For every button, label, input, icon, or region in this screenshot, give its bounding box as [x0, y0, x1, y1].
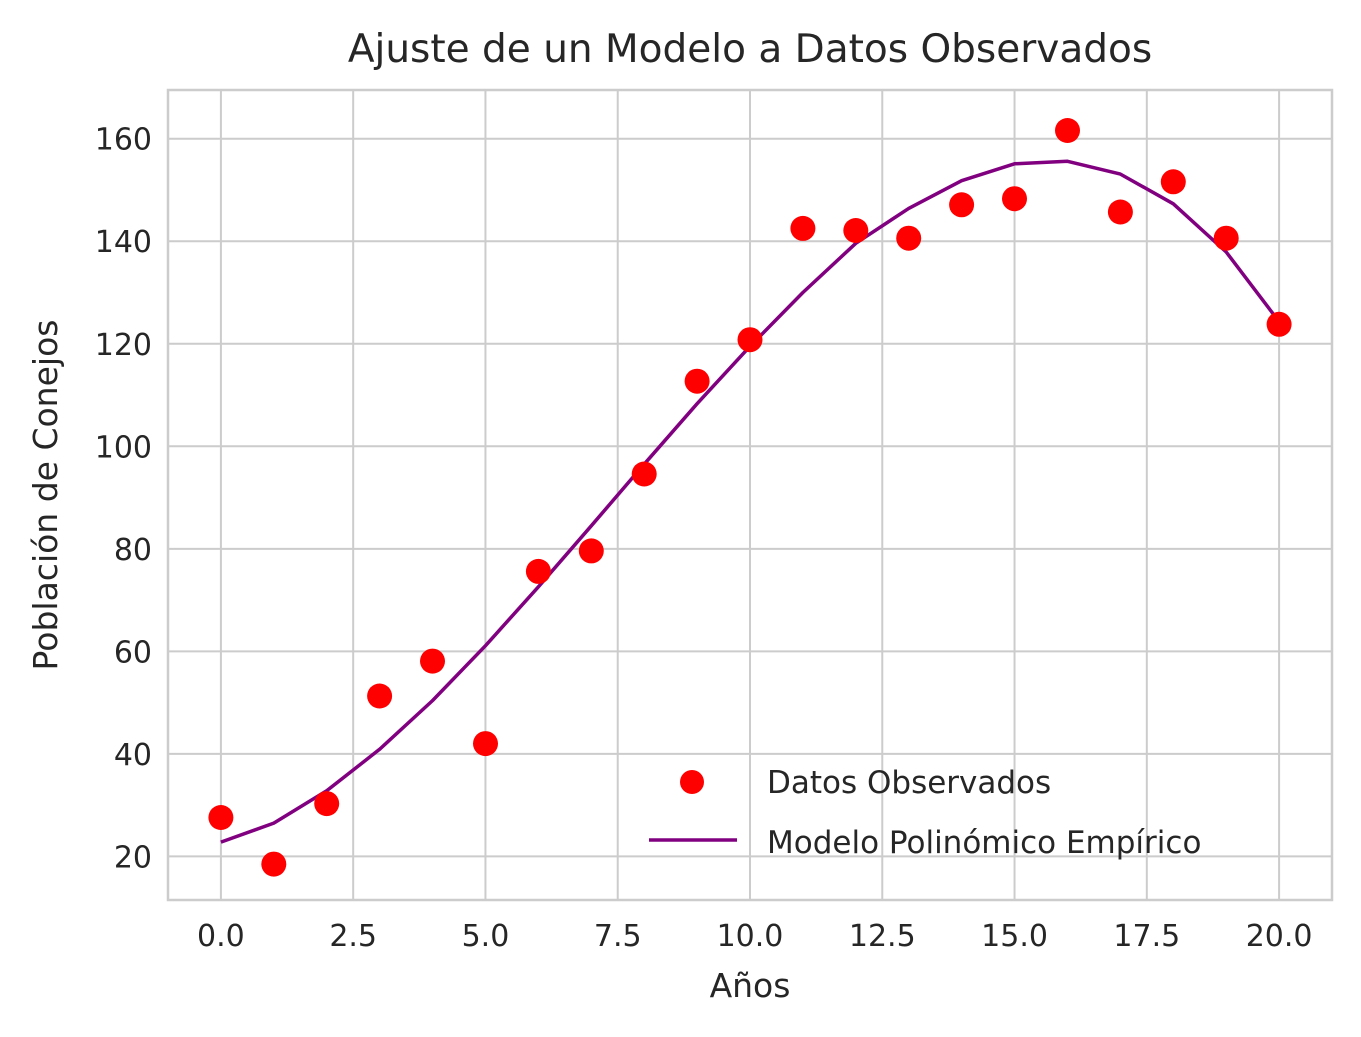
- plot-frame: [166, 88, 1334, 902]
- y-tick-label: 80: [114, 533, 152, 568]
- data-point: [1266, 311, 1292, 337]
- x-tick-label: 17.5: [1113, 919, 1180, 954]
- legend-label-observed: Datos Observados: [767, 765, 1051, 801]
- data-point: [473, 731, 498, 757]
- legend: Datos Observados Modelo Polinómico Empír…: [649, 765, 1201, 861]
- x-tick-label: 0.0: [197, 919, 245, 954]
- y-tick-label: 140: [95, 225, 152, 260]
- y-tick-label: 20: [114, 840, 152, 875]
- data-point: [1107, 199, 1133, 225]
- x-tick-label: 10.0: [717, 919, 784, 954]
- data-point: [737, 327, 763, 353]
- data-point: [367, 683, 393, 709]
- data-point: [843, 218, 869, 243]
- chart-title: Ajuste de un Modelo a Datos Observados: [348, 27, 1152, 72]
- x-tick-label: 20.0: [1246, 919, 1313, 954]
- x-tick-label: 12.5: [849, 919, 916, 954]
- y-tick-label: 120: [95, 328, 152, 363]
- data-point: [1160, 169, 1186, 195]
- data-point: [949, 192, 975, 218]
- data-point: [525, 558, 551, 584]
- data-point: [420, 648, 445, 674]
- observed-points: [208, 118, 1292, 877]
- data-point: [1213, 225, 1239, 251]
- data-point: [896, 225, 922, 251]
- data-point: [684, 368, 710, 394]
- y-axis-ticks: 20 40 60 80 100 120 140 160: [95, 123, 152, 876]
- y-axis-label: Población de Conejos: [26, 320, 65, 671]
- x-tick-label: 7.5: [594, 919, 642, 954]
- data-point: [261, 851, 287, 877]
- y-tick-label: 60: [114, 635, 152, 670]
- legend-label-model: Modelo Polinómico Empírico: [767, 825, 1201, 861]
- y-tick-label: 160: [95, 123, 152, 158]
- data-point: [314, 791, 340, 817]
- data-point: [1002, 186, 1027, 212]
- data-point: [631, 461, 657, 487]
- data-point: [1055, 118, 1080, 143]
- y-tick-label: 40: [114, 738, 152, 773]
- x-tick-label: 2.5: [329, 919, 377, 954]
- x-axis-label: Años: [710, 966, 791, 1005]
- data-point: [790, 215, 816, 241]
- data-point: [578, 538, 604, 564]
- y-tick-label: 100: [95, 430, 152, 465]
- x-tick-label: 15.0: [981, 919, 1048, 954]
- x-tick-label: 5.0: [462, 919, 510, 954]
- data-point: [208, 805, 234, 830]
- legend-marker-observed: [680, 770, 704, 794]
- x-axis-ticks: 0.0 2.5 5.0 7.5 10.0 12.5 15.0 17.5 20.0: [197, 919, 1312, 954]
